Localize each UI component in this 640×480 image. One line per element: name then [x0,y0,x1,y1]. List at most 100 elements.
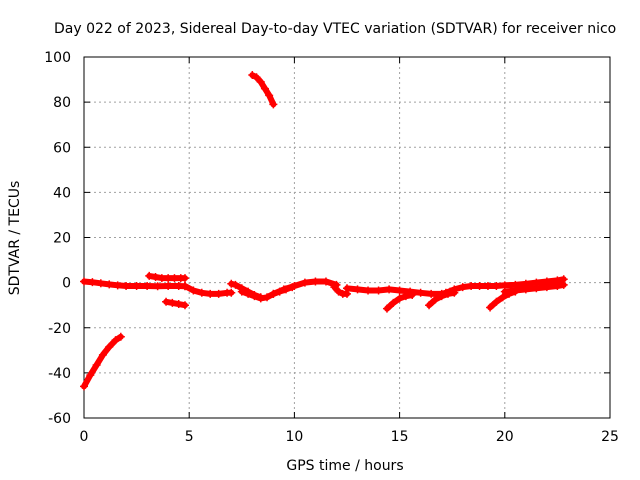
data-point [206,289,215,298]
y-tick-label: 40 [53,185,71,201]
data-point [475,282,484,291]
data-point [492,297,501,306]
data-point [486,303,495,312]
series-arc-9 [269,277,341,298]
data-point [145,271,154,280]
series-arc-11 [343,284,455,298]
series-arc-3 [145,271,189,283]
data-point [122,282,131,291]
y-tick-label: 80 [53,95,71,111]
data-point [521,285,530,294]
data-point [105,342,114,351]
data-point [252,73,261,82]
axis-ticks [83,56,611,419]
data-point [256,294,265,303]
data-point [498,293,507,302]
data-point [389,298,398,307]
series-arc-16 [500,280,568,296]
data-point [162,297,171,306]
data-point [197,288,206,297]
x-tick-label: 25 [601,429,619,445]
grid [84,57,610,418]
data-point [416,288,425,297]
data-point [189,286,198,295]
data-point [269,100,278,109]
data-point [180,274,189,283]
data-point [401,292,410,301]
data-point [153,282,162,291]
series-arc-1 [80,332,125,391]
data-point [237,287,246,296]
data-point [542,283,551,292]
data-point [227,279,236,288]
series-arc-10 [330,283,351,298]
data-point [265,91,274,100]
series-arc-4 [162,297,189,310]
x-axis-label: GPS time / hours [286,458,403,474]
data-point [300,278,309,287]
x-tick-label: 15 [391,429,409,445]
data-point [343,284,351,293]
data-point [164,282,173,291]
series-arc-7 [248,71,278,109]
y-tick-label: -60 [48,411,71,427]
y-axis-label: SDTVAR / TECUs [7,181,23,296]
data-point [330,283,339,292]
x-tick-label: 5 [185,429,194,445]
x-tick-label: 10 [285,429,303,445]
data-point [132,282,141,291]
data-point [290,282,299,291]
data-point [353,285,362,294]
data-point [458,283,467,292]
series-arc-12 [382,291,417,313]
data-point [269,289,278,298]
data-point [80,382,88,391]
data-point [256,77,265,86]
data-point [385,285,394,294]
y-tick-label: 0 [62,276,71,292]
series-arc-5 [180,282,236,298]
data-point [532,284,541,293]
data-point [437,292,446,301]
series-arc-14 [441,275,568,297]
data-point [395,294,404,303]
y-tick-label: -40 [48,366,71,382]
data-point [334,287,343,296]
data-point [98,350,107,359]
data-point [116,332,125,341]
x-tick-label: 20 [496,429,514,445]
data-point [559,280,568,289]
data-point [92,360,101,369]
data-point [180,282,189,291]
data-point [80,277,88,286]
data-point [279,285,288,294]
y-tick-label: 20 [53,231,71,247]
data-point [143,282,152,291]
data-point [105,280,114,289]
data-point [227,288,236,297]
data-point [425,301,434,310]
data-point [467,282,476,291]
data-point [180,301,189,310]
data-point [382,304,391,313]
data-point [248,71,257,80]
data-point [395,286,404,295]
data-point [111,336,120,345]
y-tick-labels: -60 -40 -20 0 20 40 60 80 100 [44,50,71,427]
data-point [88,278,97,287]
data-point [231,280,240,289]
data-point [374,286,383,295]
data-point [450,285,459,294]
y-tick-label: 100 [44,50,71,66]
data-point [364,286,373,295]
data-point [96,279,105,288]
data-point [250,292,259,301]
data-point [431,295,440,304]
y-tick-label: -20 [48,321,71,337]
data-point [263,293,272,302]
x-tick-label: 0 [80,429,89,445]
data-point [483,282,492,291]
data-point [214,289,223,298]
data-point [168,298,177,307]
